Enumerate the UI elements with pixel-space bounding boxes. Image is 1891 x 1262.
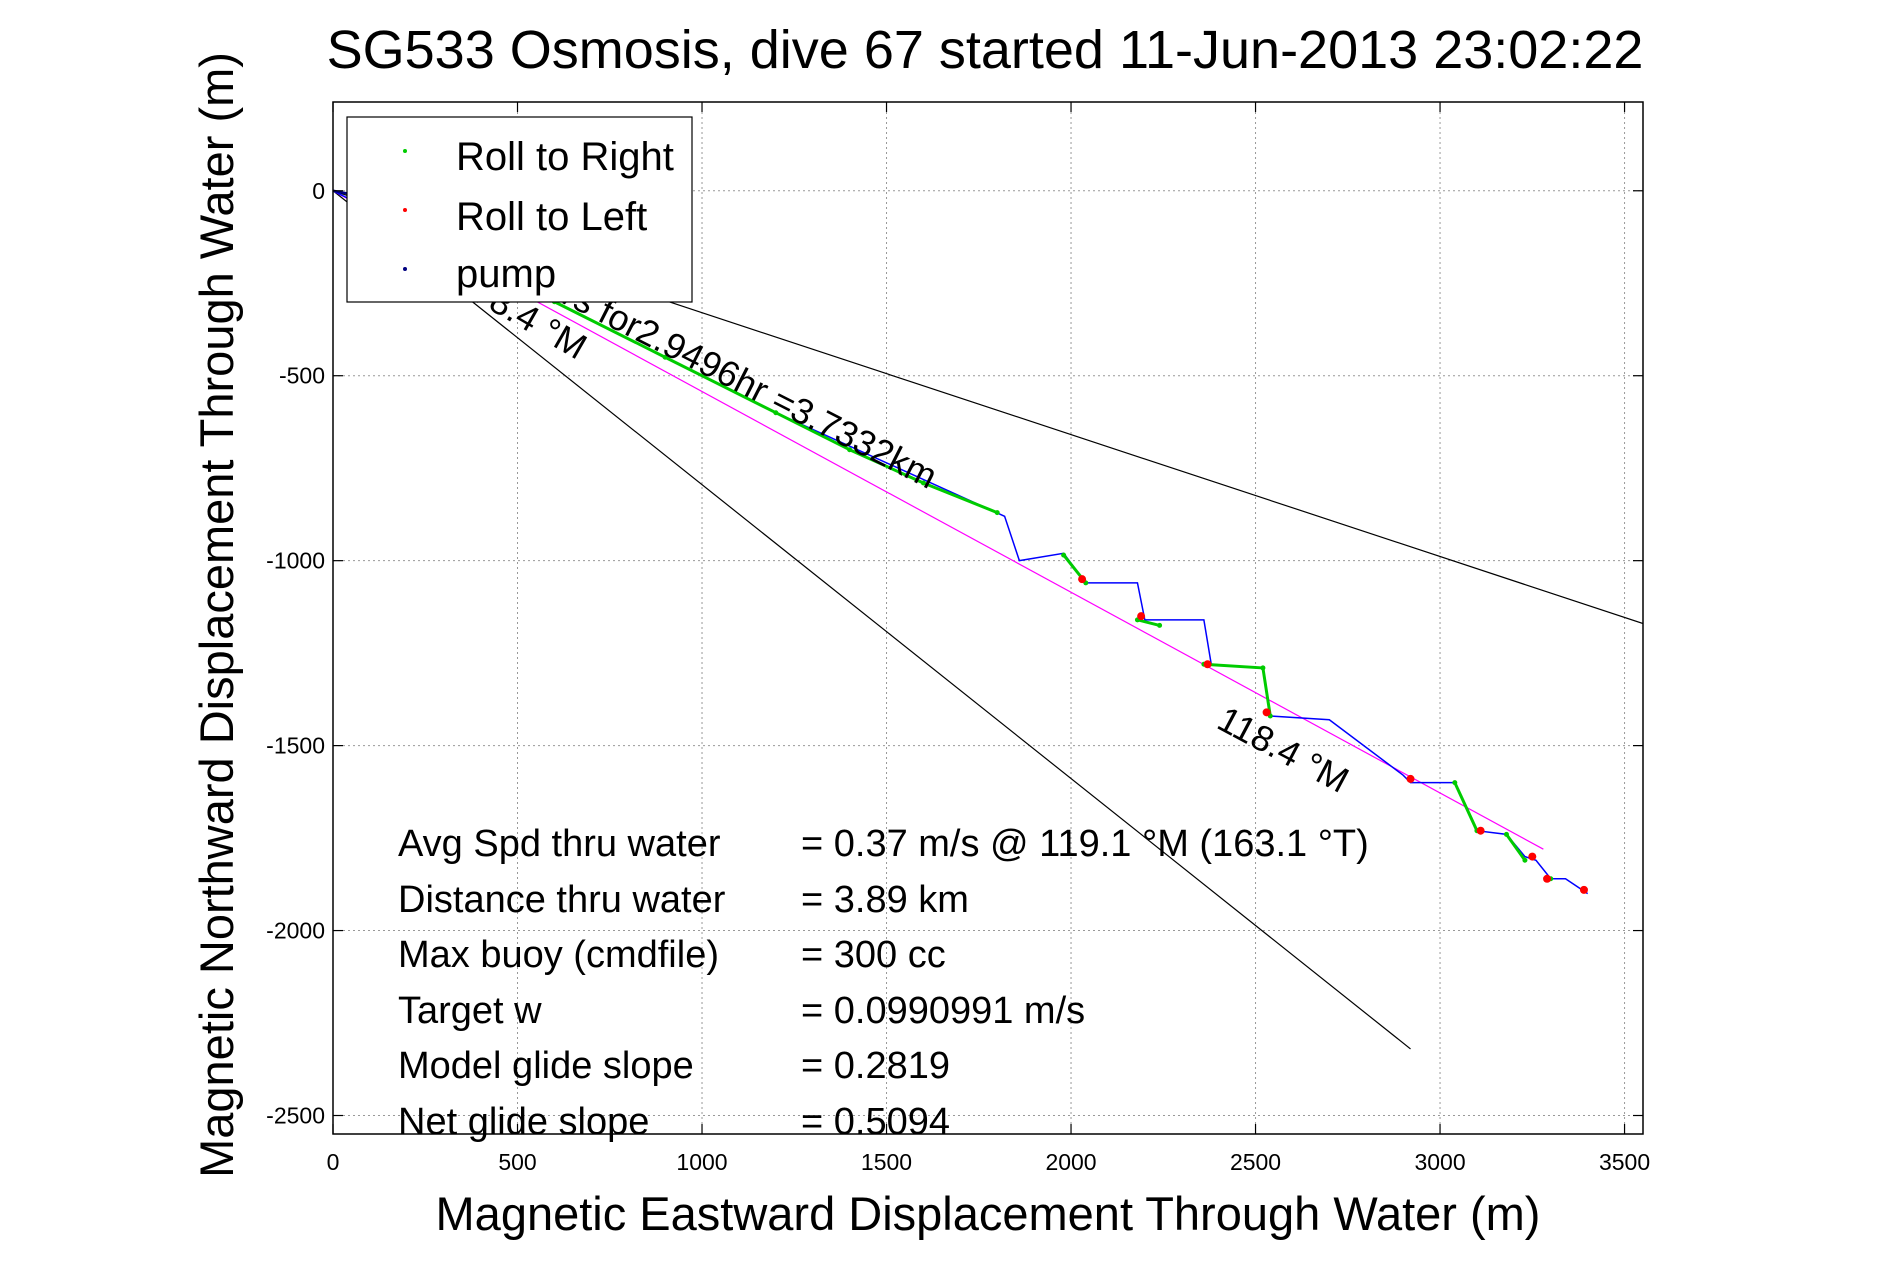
- roll-right-segment: [1453, 781, 1479, 832]
- tick-labels: 0 500 1000 1500 2000 2500 3000 3500 0 -500 -1000 -1…: [266, 102, 1650, 1175]
- y-tick-label: -1000: [266, 548, 325, 574]
- roll-right-point: [994, 510, 1000, 516]
- stat-label-max-buoy: Max buoy (cmdfile): [398, 934, 719, 976]
- legend-label-left: Roll to Left: [456, 195, 647, 239]
- x-tick-label: 0: [327, 1149, 340, 1175]
- x-tick-label: 3000: [1414, 1149, 1465, 1175]
- stat-value-target-w: = 0.0990991 m/s: [801, 990, 1085, 1032]
- legend: Roll to Right Roll to Left pump: [346, 116, 693, 303]
- roll-left-point: [1137, 612, 1146, 621]
- x-tick-label: 500: [498, 1149, 536, 1175]
- roll-left-point: [1543, 874, 1552, 883]
- roll-right-segment: [664, 355, 777, 415]
- x-tick-label: 2000: [1045, 1149, 1096, 1175]
- roll-left-point: [1528, 852, 1537, 861]
- x-tick-label: 1000: [676, 1149, 727, 1175]
- legend-label-right: Roll to Right: [456, 135, 674, 179]
- stat-value-max-buoy: = 300 cc: [801, 934, 946, 976]
- roll-right-point: [1260, 665, 1266, 671]
- roll-right-point: [1503, 831, 1509, 837]
- roll-left-point: [1078, 575, 1087, 584]
- stat-label-target-w: Target w: [398, 990, 542, 1032]
- roll-right-point: [662, 354, 668, 360]
- legend-marker-right: [403, 149, 407, 153]
- roll-right-segment: [553, 300, 666, 359]
- roll-right-segment: [849, 448, 925, 485]
- y-tick-label: -1500: [266, 733, 325, 759]
- roll-left-point: [1579, 885, 1588, 894]
- stat-label-model-glide: Model glide slope: [398, 1045, 694, 1087]
- roll-left-point: [1476, 826, 1485, 835]
- roll-right-point: [847, 447, 853, 453]
- x-tick-label: 1500: [861, 1149, 912, 1175]
- x-axis-label: Magnetic Eastward Displacement Through W…: [436, 1187, 1541, 1240]
- grid-lines: [333, 102, 1643, 1134]
- roll-right-segment: [1137, 618, 1160, 627]
- stat-value-avg-speed: = 0.37 m/s @ 119.1 °M (163.1 °T): [801, 823, 1369, 865]
- x-tick-label: 3500: [1599, 1149, 1650, 1175]
- stat-label-net-glide: Net glide slope: [398, 1101, 649, 1143]
- legend-label-pump: pump: [456, 252, 556, 296]
- y-tick-label: -2500: [266, 1103, 325, 1129]
- stat-value-distance: = 3.89 km: [801, 879, 969, 921]
- legend-marker-pump: [403, 267, 407, 271]
- roll-right-point: [1061, 552, 1067, 558]
- roll-right-segment: [922, 481, 998, 514]
- roll-right-segment: [775, 411, 851, 452]
- roll-right-point: [1452, 780, 1458, 786]
- stat-value-model-glide: = 0.2819: [801, 1045, 950, 1087]
- roll-right-segment: [1203, 662, 1264, 670]
- stat-label-distance: Distance thru water: [398, 879, 726, 921]
- y-axis-label: Magnetic Northward Displacement Through …: [190, 52, 243, 1178]
- roll-right-segment: [1261, 667, 1272, 717]
- chart-title: SG533 Osmosis, dive 67 started 11-Jun-20…: [327, 20, 1644, 80]
- roll-left-point: [1262, 708, 1271, 717]
- roll-right-point: [1157, 622, 1163, 628]
- x-tick-label: 2500: [1230, 1149, 1281, 1175]
- legend-marker-left: [403, 208, 407, 212]
- stats-block: Avg Spd thru water = 0.37 m/s @ 119.1 °M…: [398, 823, 1369, 1143]
- roll-right-segment: [1505, 833, 1527, 862]
- roll-right-point: [773, 410, 779, 416]
- y-tick-label: 0: [312, 178, 325, 204]
- roll-right-point: [920, 480, 926, 486]
- axes-frame: [332, 101, 1644, 1135]
- roll-left-point: [1406, 774, 1415, 783]
- roll-left-point: [1203, 660, 1212, 669]
- y-tick-label: -500: [279, 363, 325, 389]
- roll-right-point: [1522, 857, 1528, 863]
- stat-value-net-glide: = 0.5094: [801, 1101, 950, 1143]
- bound-line-lower: [333, 190, 1411, 1050]
- stat-label-avg-speed: Avg Spd thru water: [398, 823, 721, 865]
- y-tick-label: -2000: [266, 918, 325, 944]
